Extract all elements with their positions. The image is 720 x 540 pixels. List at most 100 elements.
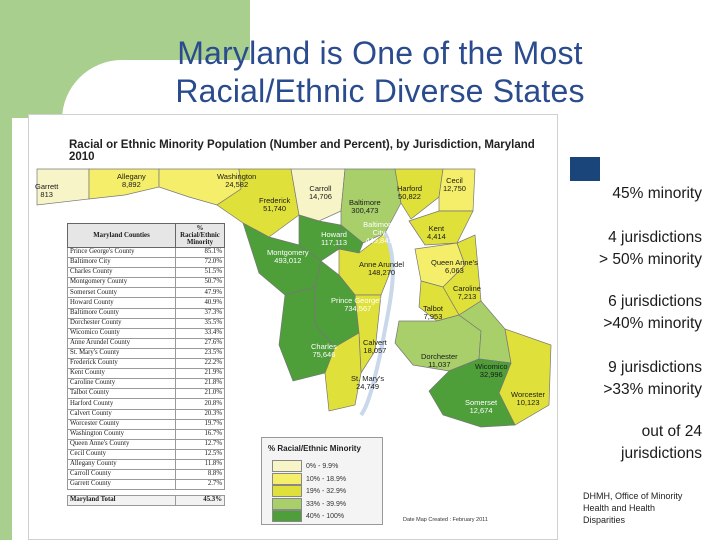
county-value: 24,749 [356,382,380,391]
county-kent-shape [408,210,474,246]
slide-title: Maryland is One of the Most Racial/Ethni… [110,34,650,110]
table-cell-county: Somerset County [67,287,176,299]
table-cell-county: Garrett County [67,479,176,491]
table-header-percent: % Racial/Ethnic Minority [175,223,225,248]
county-label-carroll: Carroll 14,706 [309,185,332,201]
table-cell-county: Wicomico County [67,327,176,339]
county-label-anne-arundel: Anne Arundel 148,270 [359,261,404,277]
source-line: Health and Health [583,503,656,513]
table-row: Washington County 16.7% [67,428,225,440]
county-label-worcester: Worcester 10,123 [511,391,545,407]
table-cell-percent: 50.7% [175,277,225,289]
map-figure: Racial or Ethnic Minority Population (Nu… [28,114,558,540]
county-value: 10,123 [516,398,540,407]
county-value: 449,841 [365,236,393,245]
county-value: 18,057 [363,346,387,355]
table-cell-percent: 21.8% [175,378,225,390]
legend-item: 33% - 39.9% [272,497,347,510]
table-header-row: Maryland Counties % Racial/Ethnic Minori… [67,223,225,248]
table-cell-percent: 11.8% [175,458,225,471]
county-label-montgomery: Montgomery 493,012 [267,249,309,265]
stat-total-minority: 45% minority [612,183,702,205]
county-name: Prince George's [331,296,385,305]
maryland-map [36,168,552,428]
table-header-county: Maryland Counties [67,223,176,248]
legend-swatch [272,510,302,522]
decorative-green-edge [0,0,12,540]
county-value: 51,740 [263,204,287,213]
table-cell-county: Harford County [67,398,176,410]
table-row: Harford County 20.8% [67,398,225,410]
county-name: Washington [217,172,257,181]
table-total-percent: 45.3% [175,495,225,507]
legend-swatch [272,460,302,472]
county-value: 493,012 [274,256,302,265]
county-value: 4,414 [427,232,446,241]
legend-label: 10% - 18.9% [306,475,347,483]
table-cell-percent: 72.0% [175,257,225,269]
table-cell-percent: 23.5% [175,347,225,360]
table-row: Dorchester County 35.5% [67,317,225,329]
table-cell-county: Washington County [67,428,176,440]
source-line: Disparities [583,515,626,525]
county-value: 75,646 [312,350,336,359]
chesapeake-bay [359,232,395,417]
county-value: 7,953 [423,312,443,321]
county-value: 14,706 [309,192,332,201]
county-name: Wicomico [475,362,508,371]
county-label-howard: Howard 117,113 [321,231,347,247]
county-value: 24,582 [225,180,249,189]
map-date-footnote: Date Map Created : February 2011 [403,517,488,523]
stat-text: 45% minority [612,185,702,202]
table-row: Worcester County 19.7% [67,418,225,430]
county-name: Worcester [511,390,546,399]
table-cell-county: Charles County [67,267,176,279]
legend-title: % Racial/Ethnic Minority [268,444,361,453]
county-label-harford: Harford 50,822 [397,185,422,201]
county-value: 50,822 [398,192,421,201]
county-value: 12,750 [443,184,466,193]
map-title: Racial or Ethnic Minority Population (Nu… [69,139,535,163]
county-name: Montgomery [267,248,309,257]
county-label-garrett: Garrett 813 [35,183,58,199]
county-harford-shape [394,168,444,220]
stat-text: >40% minority [603,315,702,332]
table-cell-county: Prince George's County [67,246,176,259]
stat-over-33: 9 jurisdictions >33% minority [603,357,702,401]
county-label-washington: Washington 24,582 [217,173,256,189]
source-credit: DHMH, Office of Minority Health and Heal… [583,490,708,526]
slide-title-line-2: Racial/Ethnic Diverse States [175,73,585,109]
county-value: 813 [40,190,53,199]
table-row: Talbot County 21.0% [67,388,225,400]
county-name: St. Mary's [351,374,385,383]
stat-out-of-24: out of 24 jurisdictions [621,421,702,465]
county-name: Frederick [259,196,291,205]
table-cell-percent: 8.8% [175,469,225,481]
county-name: Cecil [446,176,463,185]
table-cell-county: Worcester County [67,418,176,430]
county-value: 734,567 [344,304,372,313]
table-cell-percent: 12.5% [175,448,225,460]
county-label-calvert: Calvert 18,057 [363,339,387,355]
county-name: Talbot [423,304,444,313]
map-legend: % Racial/Ethnic Minority 0% - 9.9% 10% - … [261,437,383,525]
table-row: St. Mary's County 23.5% [67,347,225,360]
table-body: Prince George's County 85.1% Baltimore Cit… [67,246,225,507]
county-name: Dorchester [421,352,458,361]
county-name: Anne Arundel [359,260,405,269]
county-label-kent: Kent 4,414 [427,225,446,241]
county-value: 117,113 [321,238,347,247]
table-cell-county: Baltimore County [67,307,176,319]
county-label-baltimore-city: Baltimore City 449,841 [359,221,399,245]
legend-item: 40% - 100% [272,510,344,522]
county-calvert-shape [354,294,382,375]
table-cell-county: Dorchester County [67,317,176,329]
county-value: 6,063 [445,266,464,275]
county-name: Garrett [35,182,59,191]
table-row: Baltimore County 37.3% [67,307,225,319]
table-row: Prince George's County 85.1% [67,246,225,259]
legend-label: 33% - 39.9% [306,500,347,508]
table-cell-percent: 2.7% [175,479,225,491]
county-name: Caroline [453,284,481,293]
county-allegany-shape [88,168,160,200]
